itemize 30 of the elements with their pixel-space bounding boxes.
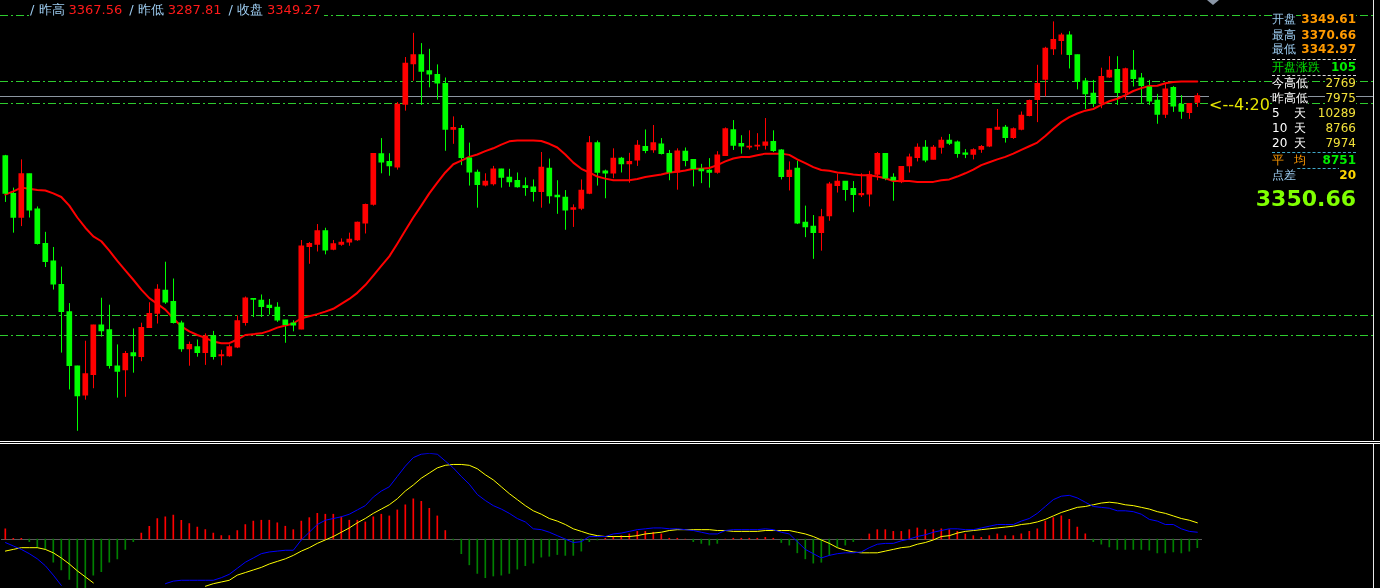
text: / 昨高 [30, 2, 65, 17]
text: 最低 [1272, 42, 1296, 57]
text: 20 [1339, 167, 1356, 183]
text: 8751 [1322, 152, 1356, 168]
text: 3349.61 [1301, 12, 1356, 27]
text: 昨高低 [1272, 91, 1308, 107]
text: 3349.27 [267, 2, 321, 17]
text: 10289 [1317, 106, 1356, 122]
text: 3342.97 [1301, 42, 1356, 57]
text: 5 天 [1272, 106, 1306, 122]
text: 今高低 [1272, 75, 1308, 91]
text: 7974 [1325, 136, 1356, 152]
text: 开盘 [1272, 12, 1296, 27]
text: 开盘涨跌 [1272, 59, 1320, 75]
text: 3367.56 [68, 2, 123, 17]
text: 3350.66 [1255, 186, 1356, 212]
text: / 收盘 [228, 2, 264, 17]
text: <--4:20 [1209, 94, 1270, 114]
text: 8766 [1325, 121, 1356, 137]
text: 10 天 [1272, 121, 1306, 137]
text: / 昨低 [129, 2, 164, 17]
text: 2769 [1325, 75, 1356, 91]
text: 点差 [1272, 167, 1296, 183]
text: 20 天 [1272, 136, 1306, 152]
text: 最高 [1272, 27, 1296, 43]
text: 3287.81 [167, 2, 222, 17]
text: 平 均 [1272, 152, 1306, 168]
text: 7975 [1325, 91, 1356, 107]
text: 3370.66 [1301, 27, 1356, 43]
text: 105 [1330, 59, 1356, 75]
